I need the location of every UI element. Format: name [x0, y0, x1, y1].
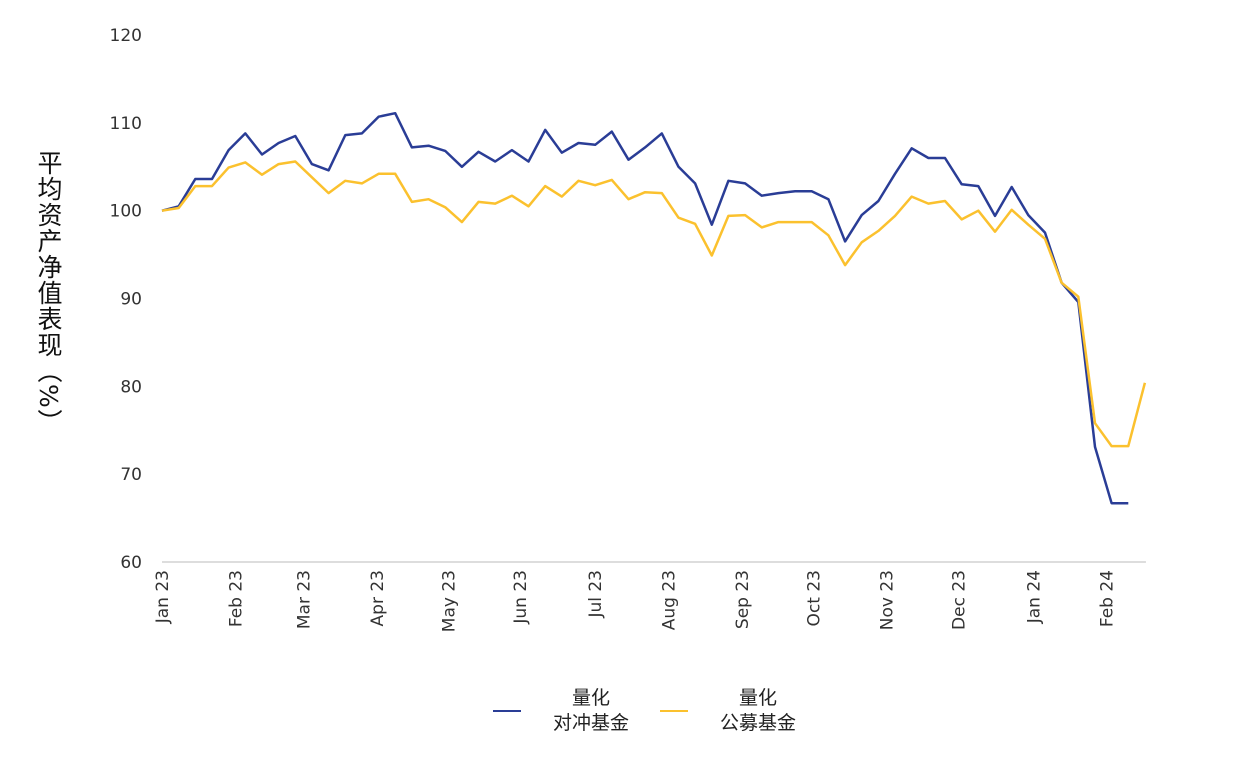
y-tick-label: 80: [120, 377, 142, 397]
x-tick-label: Sep 23: [733, 570, 753, 629]
series-line-0: [161, 111, 1129, 505]
legend-label-line2: 公募基金: [720, 712, 797, 734]
y-tick-label: 120: [110, 26, 142, 46]
x-tick-label: Jan 24: [1024, 570, 1044, 624]
x-tick-label: Apr 23: [368, 570, 388, 626]
legend-swatch-hedge: [493, 710, 521, 712]
y-tick-label: 110: [110, 114, 142, 134]
x-tick-label: Dec 23: [949, 570, 969, 630]
legend-label-line1: 量化: [739, 687, 778, 709]
series-lines: [161, 111, 1147, 505]
x-tick-label: Jul 23: [586, 570, 606, 619]
x-tick-label: Jan 23: [153, 570, 173, 624]
x-tick-label: Jun 23: [511, 570, 531, 625]
y-tick-label: 100: [110, 202, 142, 222]
legend-item-public: 量化 公募基金: [660, 686, 796, 736]
x-tick-label: Nov 23: [878, 570, 898, 630]
legend-label-line1: 量化: [572, 687, 611, 709]
y-tick-label: 60: [120, 553, 142, 573]
line-chart: 60 70 80 90 100 110 120 Jan 23 Feb 23 Mar 23 Apr …: [110, 26, 1147, 632]
y-tick-label: 90: [120, 290, 142, 310]
x-tick-label: Feb 24: [1098, 570, 1118, 627]
legend-label-line2: 对冲基金: [553, 712, 630, 734]
x-tick-label: Feb 23: [226, 570, 246, 627]
series-line-1: [161, 160, 1147, 448]
legend-swatch-public: [660, 710, 688, 712]
x-tick-label: Oct 23: [804, 570, 824, 626]
x-tick-label: Aug 23: [659, 570, 679, 630]
legend-item-hedge: 量化 对冲基金: [493, 686, 629, 736]
y-axis-ticks: 60 70 80 90 100 110 120: [110, 26, 142, 573]
x-tick-label: Mar 23: [295, 570, 315, 629]
x-axis-ticks: Jan 23 Feb 23 Mar 23 Apr 23 May 23 Jun 23 Jul …: [153, 570, 1118, 632]
y-tick-label: 70: [120, 465, 142, 485]
legend: 量化 对冲基金 量化 公募基金: [0, 686, 1235, 746]
x-tick-label: May 23: [440, 570, 460, 632]
y-axis-label: 平均资产净值表现（%）: [34, 150, 63, 435]
